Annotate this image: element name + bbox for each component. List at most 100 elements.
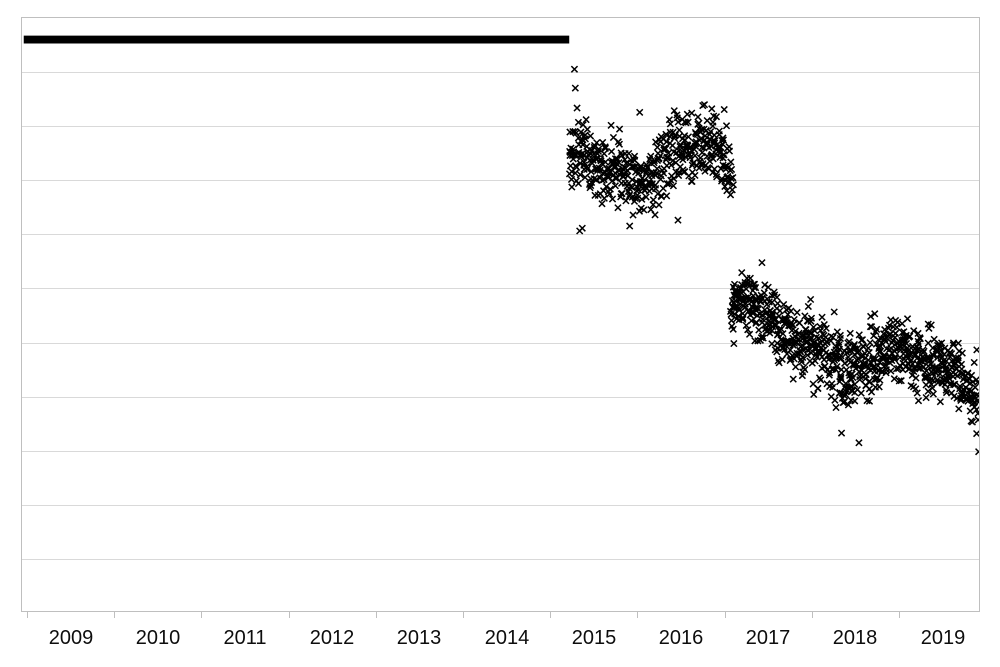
scatter-marker — [593, 139, 601, 147]
scatter-marker — [849, 373, 857, 382]
scatter-marker — [674, 118, 682, 126]
scatter-marker — [855, 439, 863, 447]
scatter-marker — [592, 175, 601, 184]
scatter-marker — [760, 289, 768, 297]
scatter-marker — [811, 357, 819, 365]
scatter-marker — [891, 329, 900, 338]
scatter-marker — [822, 324, 830, 332]
scatter-marker — [729, 181, 737, 189]
scatter-marker — [670, 174, 678, 183]
scatter-marker — [789, 375, 797, 383]
gridline — [22, 234, 979, 235]
scatter-marker — [600, 150, 608, 158]
x-axis-tick — [899, 611, 900, 618]
scatter-marker — [810, 390, 818, 399]
scatter-marker — [927, 375, 935, 383]
scatter-marker — [864, 344, 872, 352]
scatter-marker — [691, 171, 699, 180]
scatter-marker — [772, 321, 780, 330]
x-axis-tick-label: 2018 — [832, 627, 878, 649]
scatter-marker — [583, 165, 591, 173]
scatter-marker — [750, 283, 758, 292]
scatter-marker — [720, 105, 728, 114]
scatter-marker — [867, 312, 875, 320]
scatter-marker — [601, 144, 609, 152]
x-axis-tick — [289, 611, 290, 618]
scatter-marker — [629, 211, 637, 219]
scatter-marker — [922, 393, 930, 402]
scatter-marker — [856, 376, 864, 384]
scatter-marker — [598, 200, 606, 208]
scatter-marker — [615, 140, 624, 148]
gridline — [22, 72, 979, 73]
scatter-marker — [668, 141, 677, 150]
scatter-marker — [790, 315, 798, 324]
scatter-marker — [820, 320, 828, 329]
scatter-marker — [866, 339, 874, 347]
scatter-marker — [684, 133, 693, 141]
scatter-marker — [913, 347, 921, 355]
scatter-marker — [804, 302, 812, 311]
scatter-marker — [837, 373, 845, 382]
x-axis-tick-label: 2015 — [571, 627, 617, 649]
scatter-marker — [655, 201, 663, 209]
scatter-marker — [780, 343, 788, 352]
scatter-marker — [571, 169, 579, 177]
x-axis-tick-label: 2014 — [484, 627, 530, 649]
scatter-marker — [865, 378, 873, 386]
scatter-marker — [675, 126, 683, 134]
scatter-marker — [754, 305, 763, 313]
scatter-marker — [622, 197, 630, 205]
scatter-marker — [814, 384, 822, 393]
scatter-marker — [776, 307, 784, 315]
scatter-marker — [914, 364, 923, 373]
scatter-marker — [816, 326, 825, 335]
scatter-marker — [896, 353, 904, 362]
scatter-marker — [859, 342, 867, 350]
scatter-marker — [828, 380, 836, 388]
scatter-marker — [688, 177, 696, 186]
scatter-marker — [914, 397, 923, 405]
scatter-marker — [831, 396, 839, 404]
gridline — [22, 288, 979, 289]
scatter-marker — [649, 196, 657, 204]
scatter-marker — [595, 164, 603, 172]
x-axis-tick — [201, 611, 202, 618]
scatter-marker — [607, 121, 615, 129]
scatter-marker — [835, 345, 844, 353]
scatter-marker — [674, 216, 682, 224]
scatter-marker — [759, 334, 767, 342]
scatter-marker — [647, 205, 655, 214]
scatter-marker — [837, 354, 845, 363]
scatter-marker — [581, 173, 589, 182]
scatter-marker — [900, 328, 908, 336]
scatter-marker — [830, 308, 838, 316]
scatter-marker — [789, 321, 797, 329]
scatter-marker — [759, 315, 767, 323]
scatter-marker — [958, 349, 966, 357]
scatter-marker — [890, 375, 898, 383]
scatter-marker — [970, 358, 978, 367]
scatter-marker — [745, 330, 754, 338]
x-axis-tick-label: 2011 — [223, 627, 267, 649]
scatter-marker — [629, 163, 637, 171]
scatter-marker — [929, 390, 937, 398]
x-axis-tick — [463, 611, 464, 618]
scatter-marker — [916, 335, 924, 343]
scatter-marker — [837, 429, 846, 437]
scatter-marker — [846, 329, 854, 337]
scatter-marker — [630, 152, 639, 160]
x-axis-tick-label: 2009 — [48, 627, 94, 649]
scatter-marker — [666, 120, 675, 128]
scatter-marker — [728, 186, 736, 194]
scatter-marker — [973, 430, 979, 438]
scatter-marker — [726, 191, 735, 199]
scatter-marker — [817, 376, 825, 384]
scatter-marker — [664, 153, 673, 162]
scatter-marker — [637, 162, 645, 170]
scatter-marker — [738, 269, 746, 277]
scatter-marker — [801, 312, 809, 320]
gridline — [22, 126, 979, 127]
scatter-marker — [626, 222, 634, 230]
gridline — [22, 180, 979, 181]
